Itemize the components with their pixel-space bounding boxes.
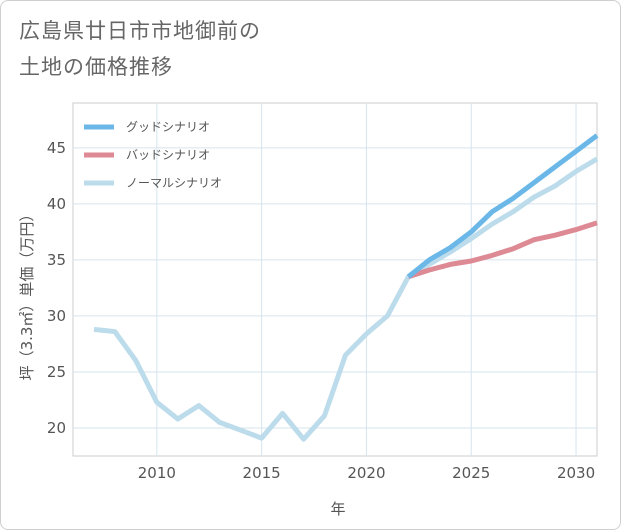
series-line-1 [407,220,598,280]
series-group [93,133,599,442]
x-tick-label-2015: 2015 [243,464,281,482]
legend-label-2: ノーマルシナリオ [126,176,222,190]
y-tick-label-20: 20 [47,419,66,437]
x-tick-label-2010: 2010 [138,464,176,482]
plot-area [72,102,598,457]
x-tick-label-2030: 2030 [557,464,595,482]
x-axis-title: 年 [330,500,345,518]
y-tick-label-45: 45 [47,139,66,157]
y-axis-title: 坪（3.3㎡）単価（万円） [18,207,36,381]
series-line-2 [93,156,599,442]
chart-title-line-1: 広島県廿日市市地御前の [19,19,261,43]
x-tick-label-2020: 2020 [347,464,385,482]
chart-title: 広島県廿日市市地御前の 土地の価格推移 [19,13,261,85]
y-tick-label-35: 35 [47,251,66,269]
y-tick-label-25: 25 [47,363,66,381]
x-tick-label-2025: 2025 [452,464,490,482]
chart-title-line-2: 土地の価格推移 [19,55,173,79]
legend-label-1: バッドシナリオ [126,148,210,162]
y-tick-label-30: 30 [47,307,66,325]
y-tick-label-40: 40 [47,195,66,213]
series-line-0 [406,133,599,279]
legend-label-0: グッドシナリオ [126,120,210,134]
